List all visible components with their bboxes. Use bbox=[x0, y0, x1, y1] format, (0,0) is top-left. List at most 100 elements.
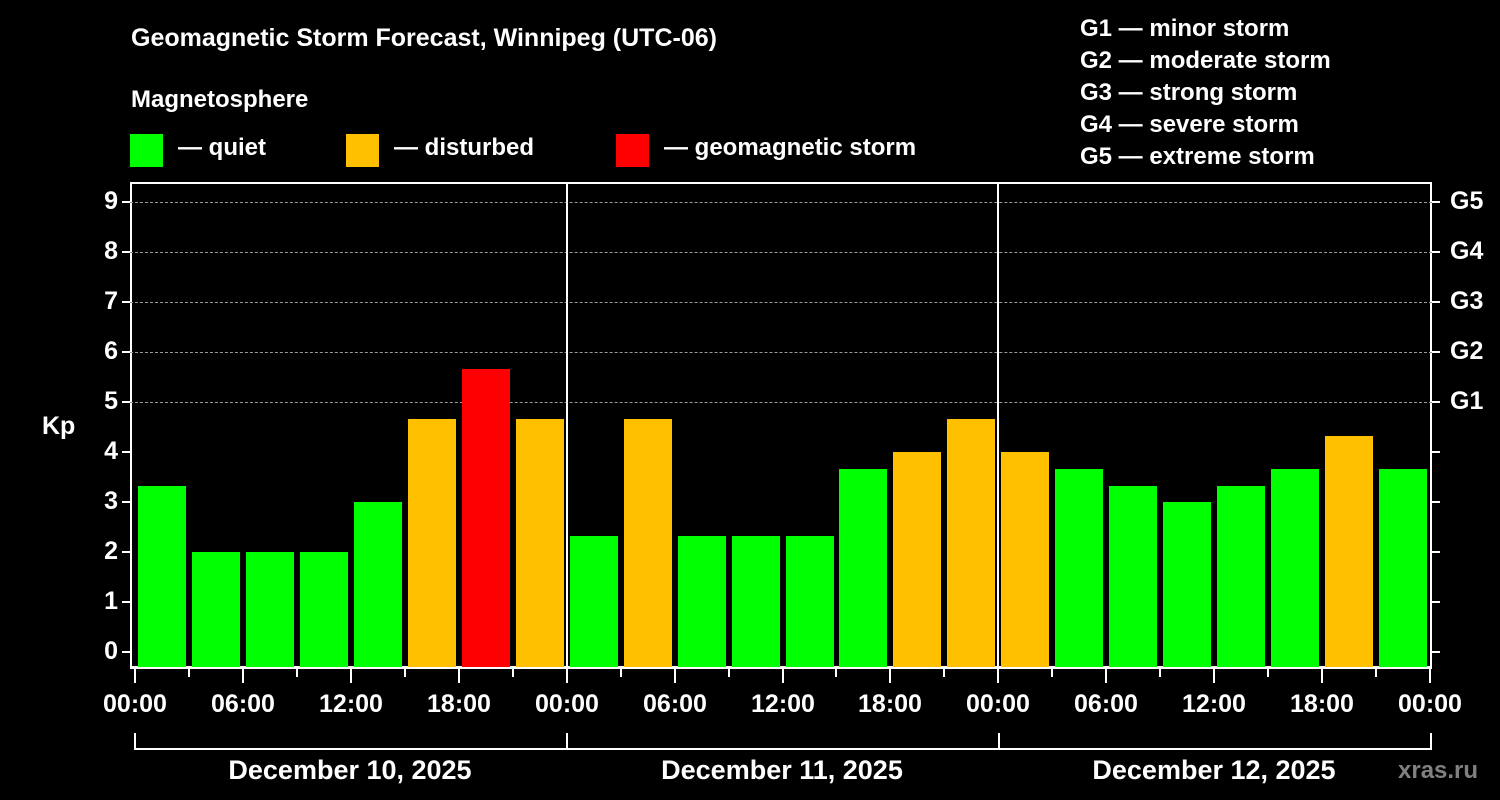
day-label: December 11, 2025 bbox=[661, 755, 903, 785]
y-tick bbox=[122, 301, 130, 303]
day-bracket-tick bbox=[998, 733, 1000, 749]
x-tick bbox=[782, 669, 784, 683]
x-tick bbox=[674, 669, 676, 683]
kp-bar-disturbed bbox=[947, 419, 995, 667]
kp-bar-quiet bbox=[1109, 486, 1157, 667]
g-scale-g2: G2 — moderate storm bbox=[1080, 47, 1331, 74]
kp-bar-quiet bbox=[354, 502, 402, 667]
kp-bar-quiet bbox=[678, 536, 726, 667]
y-tick-right bbox=[1432, 601, 1440, 603]
y-tick-label: 6 bbox=[104, 337, 118, 365]
kp-bar-disturbed bbox=[1001, 452, 1049, 667]
x-tick bbox=[997, 669, 999, 683]
x-tick bbox=[566, 669, 568, 683]
y-tick-label: 9 bbox=[104, 187, 118, 215]
g-axis-label: G3 bbox=[1450, 287, 1484, 315]
gridline bbox=[130, 252, 1432, 253]
gridline bbox=[130, 302, 1432, 303]
watermark: xras.ru bbox=[1398, 757, 1479, 784]
y-tick-label: 7 bbox=[104, 287, 118, 315]
x-tick bbox=[1105, 669, 1107, 683]
g-scale-g3: G3 — strong storm bbox=[1080, 79, 1298, 106]
x-tick bbox=[134, 669, 136, 683]
y-tick-right bbox=[1432, 351, 1440, 353]
day-bracket bbox=[134, 748, 1432, 750]
x-tick bbox=[242, 669, 244, 683]
day-bracket-tick bbox=[1430, 733, 1432, 749]
kp-bar-quiet bbox=[138, 486, 186, 667]
kp-bar-quiet bbox=[786, 536, 834, 667]
y-tick bbox=[122, 401, 130, 403]
legend-swatch-storm bbox=[616, 134, 649, 167]
kp-bar-disturbed bbox=[893, 452, 941, 667]
y-tick-label: 8 bbox=[104, 237, 118, 265]
day-bracket-tick bbox=[566, 733, 568, 749]
x-tick bbox=[943, 669, 945, 677]
y-tick-right bbox=[1432, 301, 1440, 303]
y-tick-right bbox=[1432, 551, 1440, 553]
kp-bar-quiet bbox=[732, 536, 780, 667]
x-tick-label: 18:00 bbox=[427, 690, 491, 718]
y-tick bbox=[122, 551, 130, 553]
g-scale-g5: G5 — extreme storm bbox=[1080, 143, 1315, 170]
kp-bar-quiet bbox=[1379, 469, 1427, 667]
chart-title: Geomagnetic Storm Forecast, Winnipeg (UT… bbox=[131, 24, 717, 52]
x-tick bbox=[188, 669, 190, 677]
gridline bbox=[130, 352, 1432, 353]
legend-label-quiet: — quiet bbox=[178, 134, 266, 161]
kp-bar-quiet bbox=[192, 552, 240, 667]
x-tick-label: 00:00 bbox=[966, 690, 1030, 718]
kp-bar-quiet bbox=[1055, 469, 1103, 667]
day-divider bbox=[997, 182, 999, 669]
x-tick bbox=[1159, 669, 1161, 677]
y-tick-right bbox=[1432, 251, 1440, 253]
x-tick-label: 00:00 bbox=[535, 690, 599, 718]
plot-area bbox=[130, 182, 1432, 669]
x-tick bbox=[296, 669, 298, 677]
x-tick bbox=[728, 669, 730, 677]
x-tick bbox=[350, 669, 352, 683]
x-tick-label: 00:00 bbox=[1398, 690, 1462, 718]
x-tick bbox=[1051, 669, 1053, 677]
x-tick bbox=[1429, 669, 1431, 683]
x-tick bbox=[1267, 669, 1269, 677]
y-tick-label: 0 bbox=[104, 637, 118, 665]
kp-bar-quiet bbox=[1217, 486, 1265, 667]
g-axis-label: G5 bbox=[1450, 187, 1484, 215]
kp-bar-quiet bbox=[300, 552, 348, 667]
legend-label-storm: — geomagnetic storm bbox=[664, 134, 917, 161]
y-tick-label: 3 bbox=[104, 487, 118, 515]
gridline bbox=[130, 202, 1432, 203]
y-tick-label: 1 bbox=[104, 587, 118, 615]
kp-bar-storm bbox=[462, 369, 510, 667]
kp-bar-disturbed bbox=[1325, 436, 1373, 667]
gridline bbox=[130, 402, 1432, 403]
legend-heading: Magnetosphere bbox=[131, 86, 309, 113]
kp-bar-quiet bbox=[570, 536, 618, 667]
y-tick-right bbox=[1432, 201, 1440, 203]
x-tick bbox=[1375, 669, 1377, 677]
y-tick-right bbox=[1432, 451, 1440, 453]
y-tick-right bbox=[1432, 501, 1440, 503]
kp-bar-disturbed bbox=[624, 419, 672, 667]
y-tick-label: 2 bbox=[104, 537, 118, 565]
kp-bar-quiet bbox=[1163, 502, 1211, 667]
legend-swatch-disturbed bbox=[346, 134, 379, 167]
x-tick-label: 06:00 bbox=[1074, 690, 1138, 718]
y-tick-right bbox=[1432, 401, 1440, 403]
day-label: December 10, 2025 bbox=[228, 755, 472, 785]
x-tick bbox=[512, 669, 514, 677]
y-tick bbox=[122, 601, 130, 603]
g-axis-label: G2 bbox=[1450, 337, 1484, 365]
x-tick bbox=[1321, 669, 1323, 683]
day-bracket-tick bbox=[134, 733, 136, 749]
y-tick bbox=[122, 651, 130, 653]
kp-bar-quiet bbox=[1271, 469, 1319, 667]
day-label: December 12, 2025 bbox=[1092, 755, 1336, 785]
day-divider bbox=[566, 182, 568, 669]
g-axis-label: G1 bbox=[1450, 387, 1484, 415]
x-tick-label: 18:00 bbox=[1290, 690, 1354, 718]
x-tick-label: 18:00 bbox=[858, 690, 922, 718]
y-tick bbox=[122, 501, 130, 503]
g-scale-g1: G1 — minor storm bbox=[1080, 15, 1290, 42]
